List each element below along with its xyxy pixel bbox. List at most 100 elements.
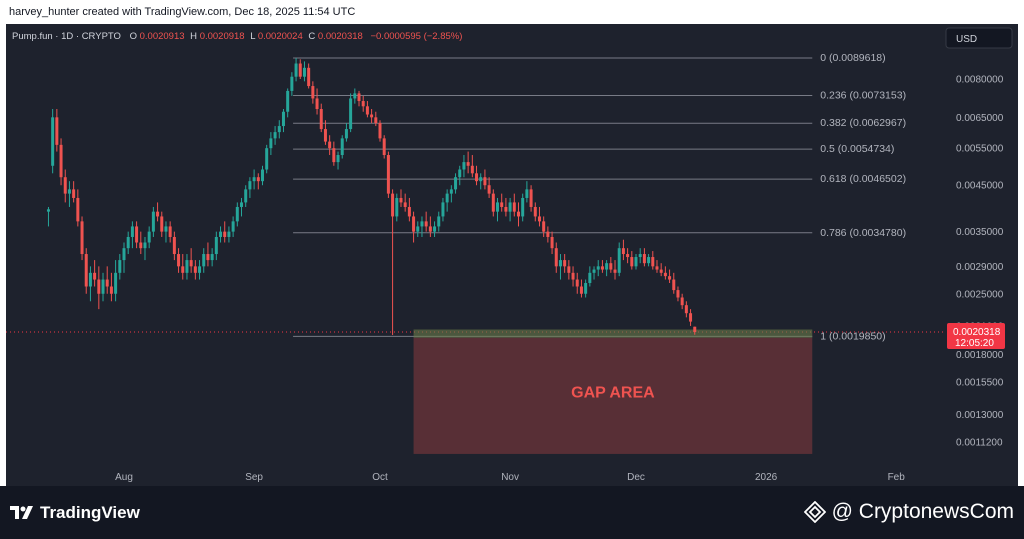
y-axis-tick-label: 0.0055000 — [956, 144, 1004, 155]
candle-body — [235, 206, 239, 222]
candle-body — [634, 257, 638, 267]
candle-body — [147, 231, 151, 243]
candle-body — [370, 114, 374, 118]
currency-button-bg[interactable] — [945, 27, 1013, 49]
candle-body — [151, 211, 155, 232]
candle-body — [206, 254, 210, 261]
candle-body — [269, 138, 273, 149]
candle-body — [298, 63, 302, 77]
candle-body — [500, 202, 504, 207]
candle-body — [479, 177, 483, 182]
x-axis-tick-label: Aug — [115, 472, 133, 483]
tradingview-logo-text: TradingView — [40, 503, 140, 522]
candle-body — [403, 202, 407, 207]
candle-body — [164, 226, 168, 232]
candle-body — [323, 129, 327, 142]
candle-body — [365, 106, 369, 115]
symbol-label: Pump.fun · 1D · CRYPTO — [12, 31, 121, 42]
candle-body — [449, 189, 453, 194]
fib-level-label: 0 (0.0089618) — [820, 52, 885, 64]
candle-body — [223, 231, 227, 237]
candle-body — [139, 242, 143, 249]
candle-body — [353, 93, 357, 99]
tradingview-logo-icon — [10, 506, 33, 519]
candle-body — [214, 236, 218, 255]
candle-body — [596, 266, 600, 270]
candle-body — [454, 177, 458, 190]
candle-body — [193, 266, 197, 273]
candle-body — [135, 226, 139, 243]
candle-body — [143, 242, 147, 249]
candle-body — [256, 177, 260, 182]
candle-body — [311, 86, 315, 99]
candle-body — [72, 189, 76, 198]
candle-body — [76, 197, 80, 222]
candle-body — [642, 254, 646, 264]
chart-panel[interactable]: 0 (0.0089618) 0.236 (0.0073153) 0.382 (0.0… — [6, 24, 1018, 486]
candle-body — [605, 263, 609, 270]
candle-body — [512, 202, 516, 212]
candle-body — [668, 276, 672, 280]
candle-body — [470, 165, 474, 174]
candle-body — [437, 216, 441, 227]
candle-body — [349, 98, 353, 130]
candle-body — [609, 263, 613, 270]
candle-body — [483, 177, 487, 186]
candle-body — [244, 189, 248, 203]
candle-body — [51, 117, 55, 166]
cryptonews-logo[interactable]: @ CryptonewsCom — [803, 500, 1014, 524]
candle-body — [496, 202, 500, 212]
candle-body — [231, 221, 235, 232]
candle-body — [579, 286, 583, 294]
open-label: O — [130, 31, 137, 42]
candle-body — [626, 254, 630, 258]
fib-level-label: 1 (0.0019850) — [820, 330, 885, 342]
support-zone-box — [413, 329, 813, 338]
candle-body — [424, 221, 428, 227]
candle-body — [361, 101, 365, 107]
candle-body — [105, 279, 109, 287]
candle-body — [319, 109, 323, 130]
candle-body — [420, 221, 424, 227]
candle-body — [458, 169, 462, 178]
y-axis-tick-label: 0.0065000 — [956, 113, 1004, 124]
candle-body — [621, 248, 625, 255]
candle-body — [336, 155, 340, 163]
x-axis-tick-label: Oct — [372, 472, 388, 483]
candle-body — [302, 67, 306, 77]
fib-level-label: 0.618 (0.0046502) — [820, 173, 906, 185]
candle-body — [55, 117, 59, 145]
candle-body — [684, 305, 688, 314]
currency-button[interactable]: USD — [945, 27, 1013, 49]
candle-body — [126, 236, 130, 249]
candle-body — [130, 226, 134, 237]
currency-button-label[interactable]: USD — [956, 34, 977, 45]
candle-body — [374, 117, 378, 124]
candle-body — [344, 129, 348, 139]
candle-countdown: 12:05:20 — [955, 338, 994, 349]
candle-body — [663, 272, 667, 277]
x-axis-tick-label: 2026 — [755, 472, 778, 483]
candle-body — [416, 226, 420, 232]
candle-body — [198, 266, 202, 273]
candlestick-chart[interactable]: 0 (0.0089618) 0.236 (0.0073153) 0.382 (0.0… — [6, 24, 1018, 486]
candle-body — [516, 211, 520, 217]
candle-body — [265, 148, 269, 170]
candle-body — [399, 197, 403, 203]
candle-body — [525, 189, 529, 198]
cryptonews-diamond-icon — [803, 501, 826, 523]
candle-body — [328, 141, 332, 149]
candle-body — [407, 206, 411, 217]
close-value: 0.0020318 — [318, 31, 363, 42]
attribution-text: harvey_hunter created with TradingView.c… — [9, 6, 356, 18]
x-axis-tick-label: Sep — [245, 472, 263, 483]
candle-body — [177, 254, 181, 267]
y-axis-tick-label: 0.0025000 — [956, 289, 1004, 300]
candle-body — [357, 93, 361, 102]
candle-body — [67, 189, 71, 194]
tradingview-logo[interactable]: TradingView — [10, 503, 140, 523]
fib-level-label: 0.5 (0.0054734) — [820, 143, 894, 155]
candle-body — [202, 254, 206, 267]
candle-body — [567, 266, 571, 273]
candle-body — [542, 221, 546, 232]
